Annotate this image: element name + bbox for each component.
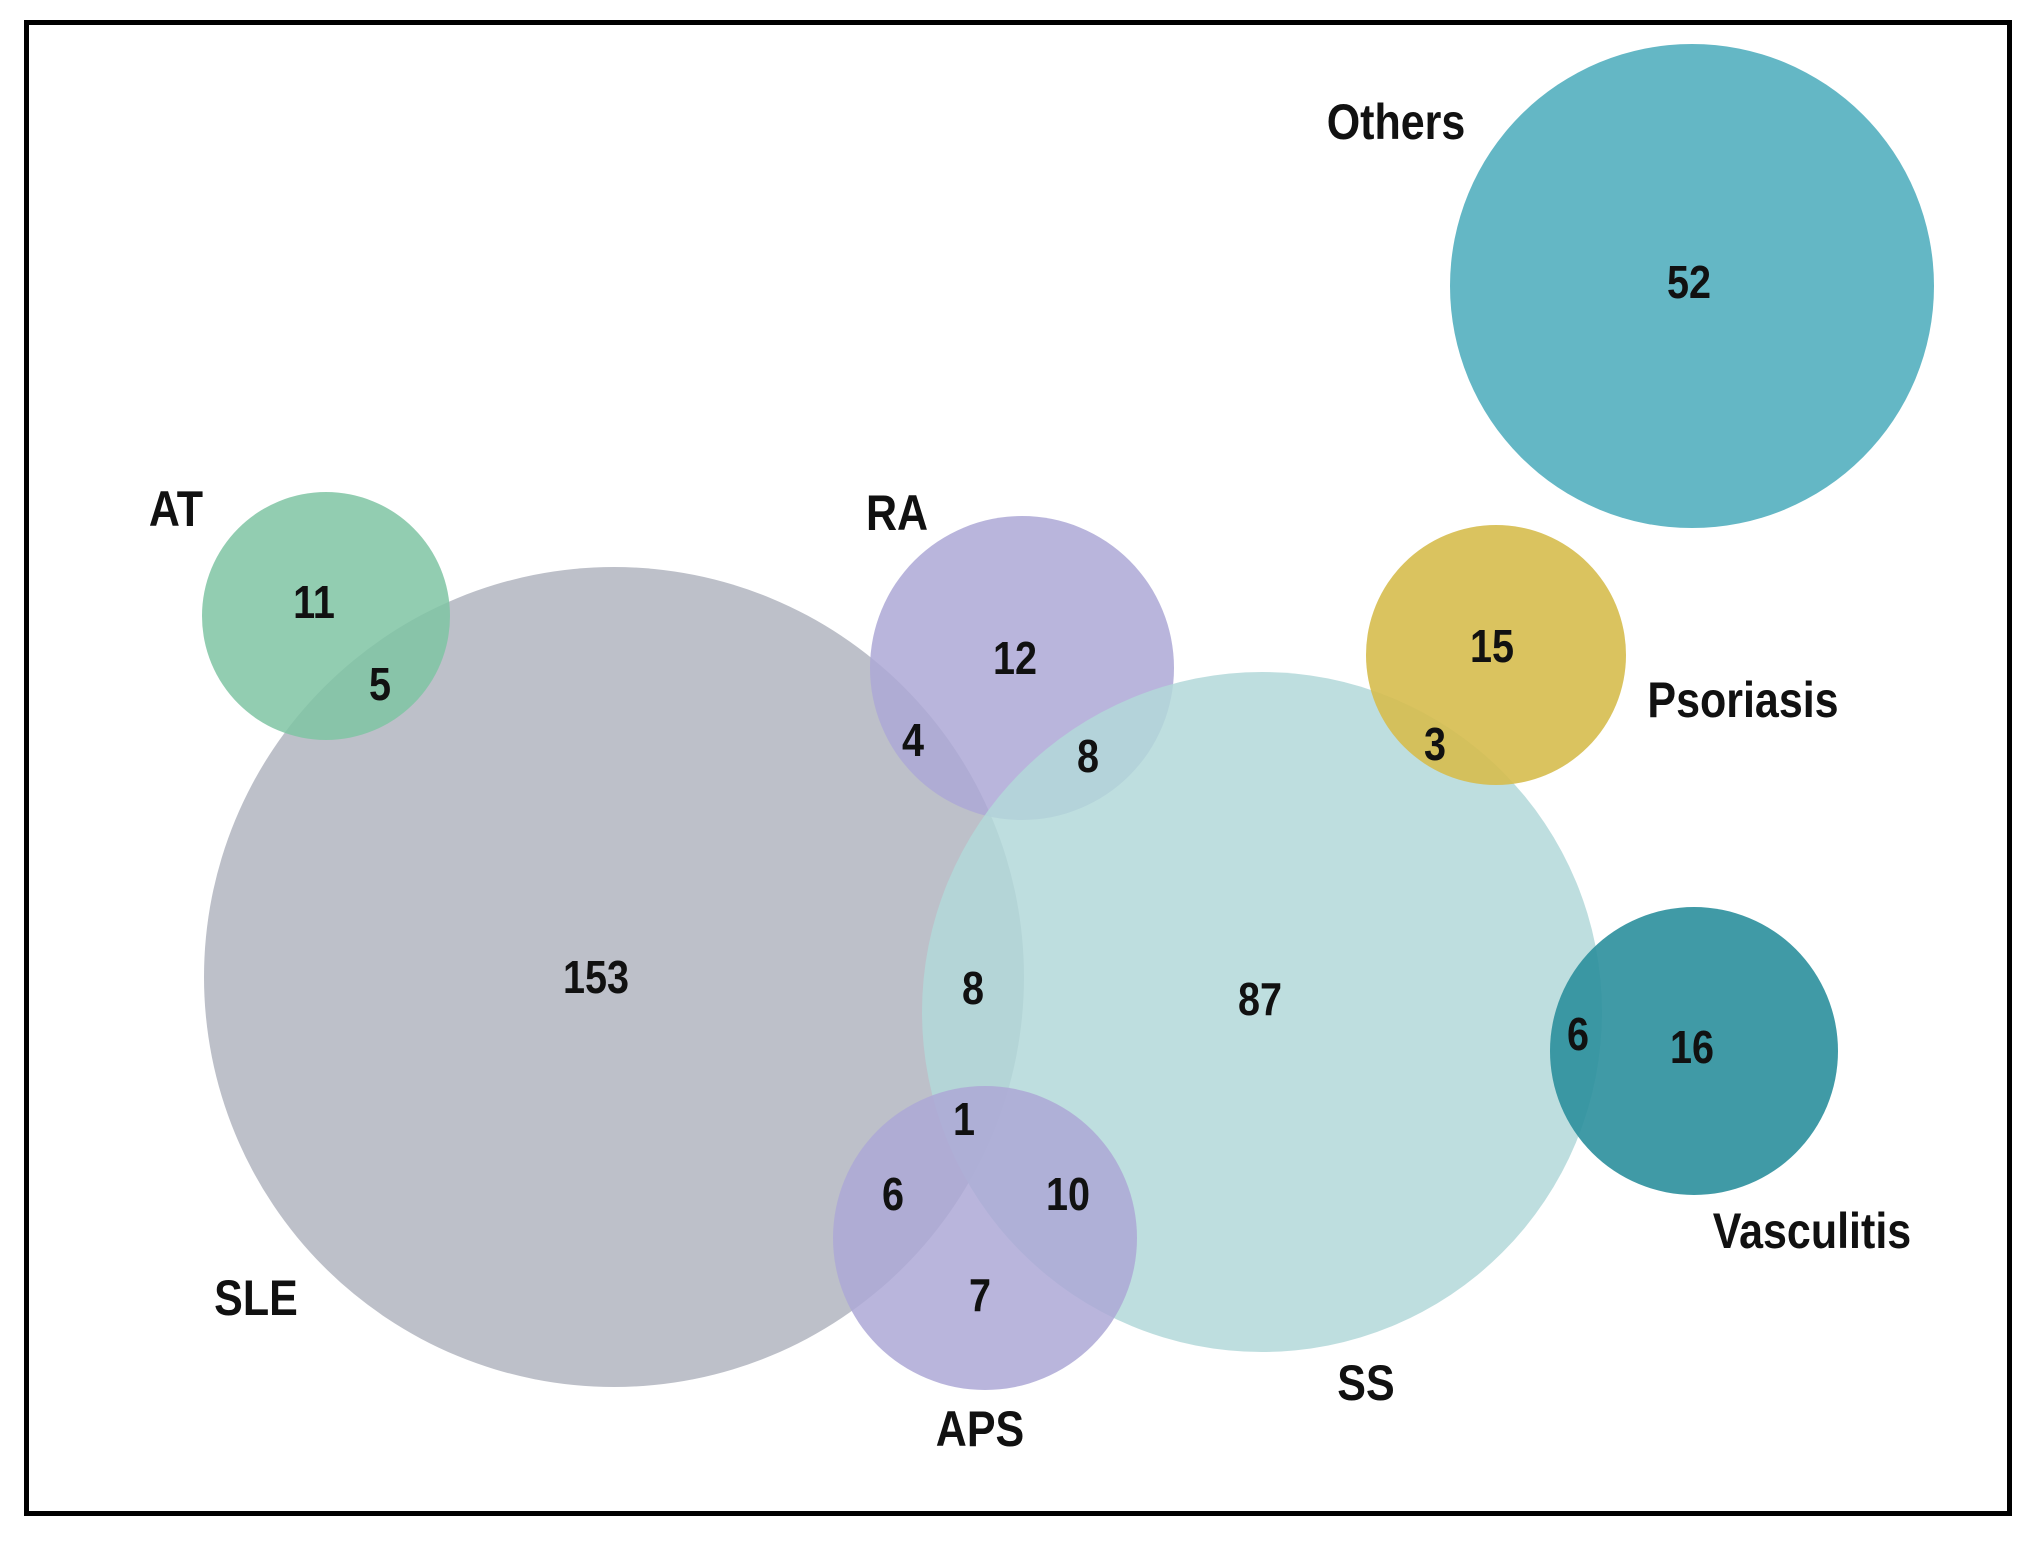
count-ra-ss: 8: [1077, 731, 1099, 782]
at-label: AT: [149, 481, 203, 537]
psoriasis-circle: [1366, 525, 1626, 785]
sle-label: SLE: [214, 1270, 298, 1326]
count-ss-aps: 10: [1046, 1169, 1090, 1220]
ss-label: SS: [1337, 1355, 1394, 1411]
count-ra-sle: 4: [902, 715, 924, 766]
count-psoriasis-only: 15: [1470, 621, 1514, 672]
others-label: Others: [1327, 94, 1466, 150]
at-circle: [202, 492, 450, 740]
psoriasis-label: Psoriasis: [1647, 672, 1838, 728]
vasculitis-circle: [1550, 907, 1838, 1195]
count-ra-only: 12: [993, 633, 1037, 684]
count-ss-vasculitis: 6: [1567, 1009, 1589, 1060]
count-at-only: 11: [293, 577, 335, 628]
sle-circle: [204, 567, 1024, 1387]
count-sle-only: 153: [563, 952, 629, 1003]
count-sle-ss-aps: 1: [953, 1094, 975, 1145]
count-aps-only: 7: [969, 1270, 991, 1321]
count-ss-psoriasis: 3: [1424, 719, 1446, 770]
vasculitis-label: Vasculitis: [1713, 1203, 1911, 1259]
count-at-sle: 5: [369, 659, 391, 710]
count-vasculitis-only: 16: [1670, 1022, 1714, 1073]
count-others: 52: [1667, 257, 1711, 308]
aps-circle: [833, 1086, 1137, 1390]
count-sle-aps: 6: [882, 1169, 904, 1220]
count-sle-ss: 8: [962, 963, 984, 1014]
others-circle: [1450, 44, 1934, 528]
aps-label: APS: [936, 1401, 1024, 1457]
ra-label: RA: [866, 485, 928, 541]
count-ss-only: 87: [1238, 974, 1282, 1025]
